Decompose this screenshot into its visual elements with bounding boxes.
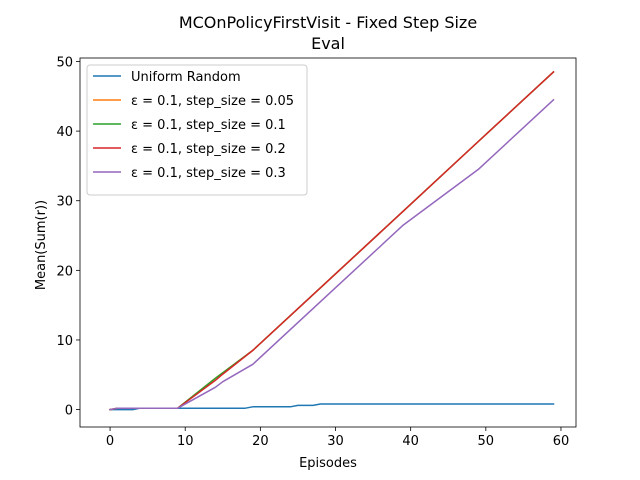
x-tick-label: 30 <box>327 434 344 449</box>
chart-title: MCOnPolicyFirstVisit - Fixed Step Size <box>179 13 477 32</box>
chart-subtitle: Eval <box>311 34 345 53</box>
legend-label-1: Uniform Random <box>131 70 241 85</box>
legend-label-5: ε = 0.1, step_size = 0.3 <box>131 166 286 181</box>
y-tick-label: 20 <box>56 264 73 279</box>
legend-label-4: ε = 0.1, step_size = 0.2 <box>131 142 286 157</box>
y-axis-label: Mean(Sum(r)) <box>34 200 49 290</box>
legend-label-2: ε = 0.1, step_size = 0.05 <box>131 94 294 109</box>
x-tick-label: 10 <box>177 434 194 449</box>
legend-label-3: ε = 0.1, step_size = 0.1 <box>131 118 286 133</box>
x-tick-label: 60 <box>553 434 570 449</box>
axes-frame <box>79 57 577 428</box>
x-tick-label: 40 <box>402 434 419 449</box>
y-tick-label: 50 <box>56 55 73 70</box>
y-tick-label: 0 <box>65 404 73 419</box>
y-tick-label: 40 <box>56 125 73 140</box>
series-line-5 <box>109 98 555 411</box>
y-tick-label: 10 <box>56 334 73 349</box>
x-tick-label: 20 <box>252 434 269 449</box>
x-tick-label: 0 <box>106 434 114 449</box>
y-tick-label: 30 <box>56 195 73 210</box>
x-tick-label: 50 <box>478 434 495 449</box>
x-axis-label: Episodes <box>299 456 357 471</box>
plot-area: 0 10 20 30 40 50 60 0 10 20 30 40 50 Uniform Random ε … <box>56 55 577 449</box>
legend-box <box>86 64 308 196</box>
